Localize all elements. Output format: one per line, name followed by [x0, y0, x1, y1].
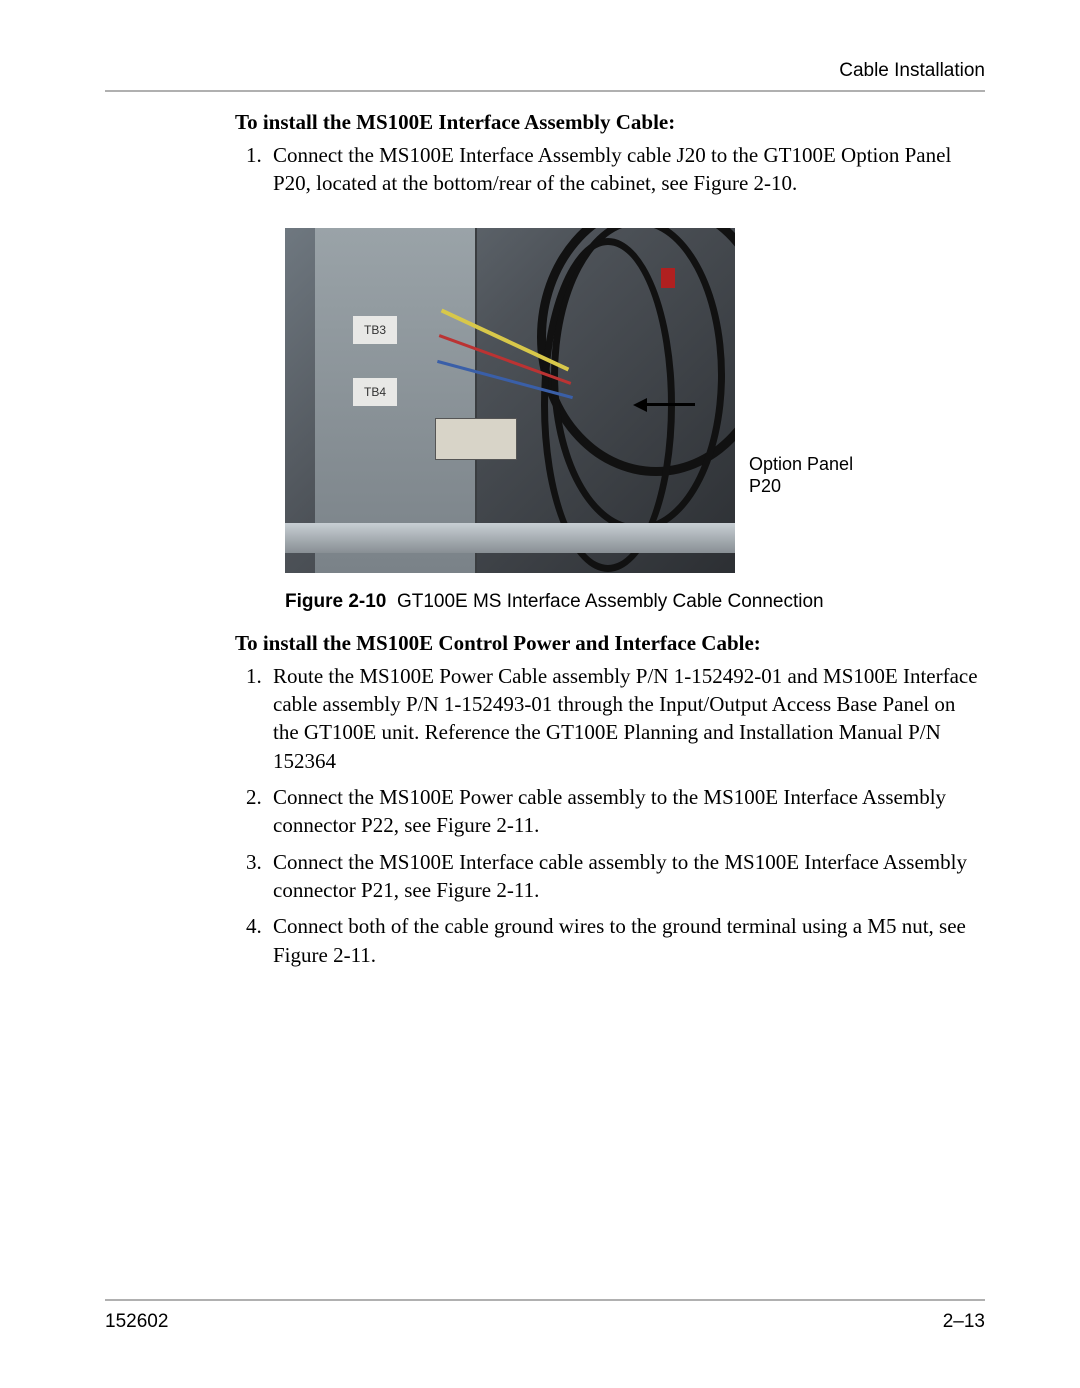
figure-caption: Figure 2-10 GT100E MS Interface Assembly…: [285, 591, 985, 613]
section2-heading: To install the MS100E Control Power and …: [235, 631, 985, 656]
section1-heading: To install the MS100E Interface Assembly…: [235, 110, 985, 135]
list-item: Connect the MS100E Interface cable assem…: [267, 848, 985, 905]
header-rule: [105, 90, 985, 92]
list-item: Route the MS100E Power Cable assembly P/…: [267, 662, 985, 775]
photo-rail: [285, 523, 735, 553]
figure-block: TB3 TB4 Option Panel P20 Figur: [285, 228, 985, 613]
list-item: Connect both of the cable ground wires t…: [267, 912, 985, 969]
footer: 152602 2–13: [105, 1299, 985, 1333]
header-section-title: Cable Installation: [105, 60, 985, 82]
list-item: Connect the MS100E Interface Assembly ca…: [267, 141, 985, 198]
footer-row: 152602 2–13: [105, 1311, 985, 1333]
photo-connector: [435, 418, 517, 460]
callout-arrow-icon: [633, 398, 647, 412]
footer-rule: [105, 1299, 985, 1301]
section2-list: Route the MS100E Power Cable assembly P/…: [235, 662, 985, 969]
figure-title: GT100E MS Interface Assembly Cable Conne…: [397, 591, 824, 612]
footer-page-number: 2–13: [943, 1311, 985, 1333]
callout-arrow-line: [645, 403, 695, 406]
figure-number: Figure 2-10: [285, 591, 386, 612]
photo-label-tb4: TB4: [353, 378, 397, 406]
footer-doc-number: 152602: [105, 1311, 168, 1333]
content-area: To install the MS100E Interface Assembly…: [235, 110, 985, 969]
figure-callout: Option Panel P20: [749, 453, 889, 498]
list-item: Connect the MS100E Power cable assembly …: [267, 783, 985, 840]
figure-photo: TB3 TB4: [285, 228, 735, 573]
figure-row: TB3 TB4 Option Panel P20: [285, 228, 985, 573]
page: Cable Installation To install the MS100E…: [0, 0, 1080, 1388]
section1-list: Connect the MS100E Interface Assembly ca…: [235, 141, 985, 198]
photo-label-tb3: TB3: [353, 316, 397, 344]
photo-cable-band: [661, 268, 675, 288]
